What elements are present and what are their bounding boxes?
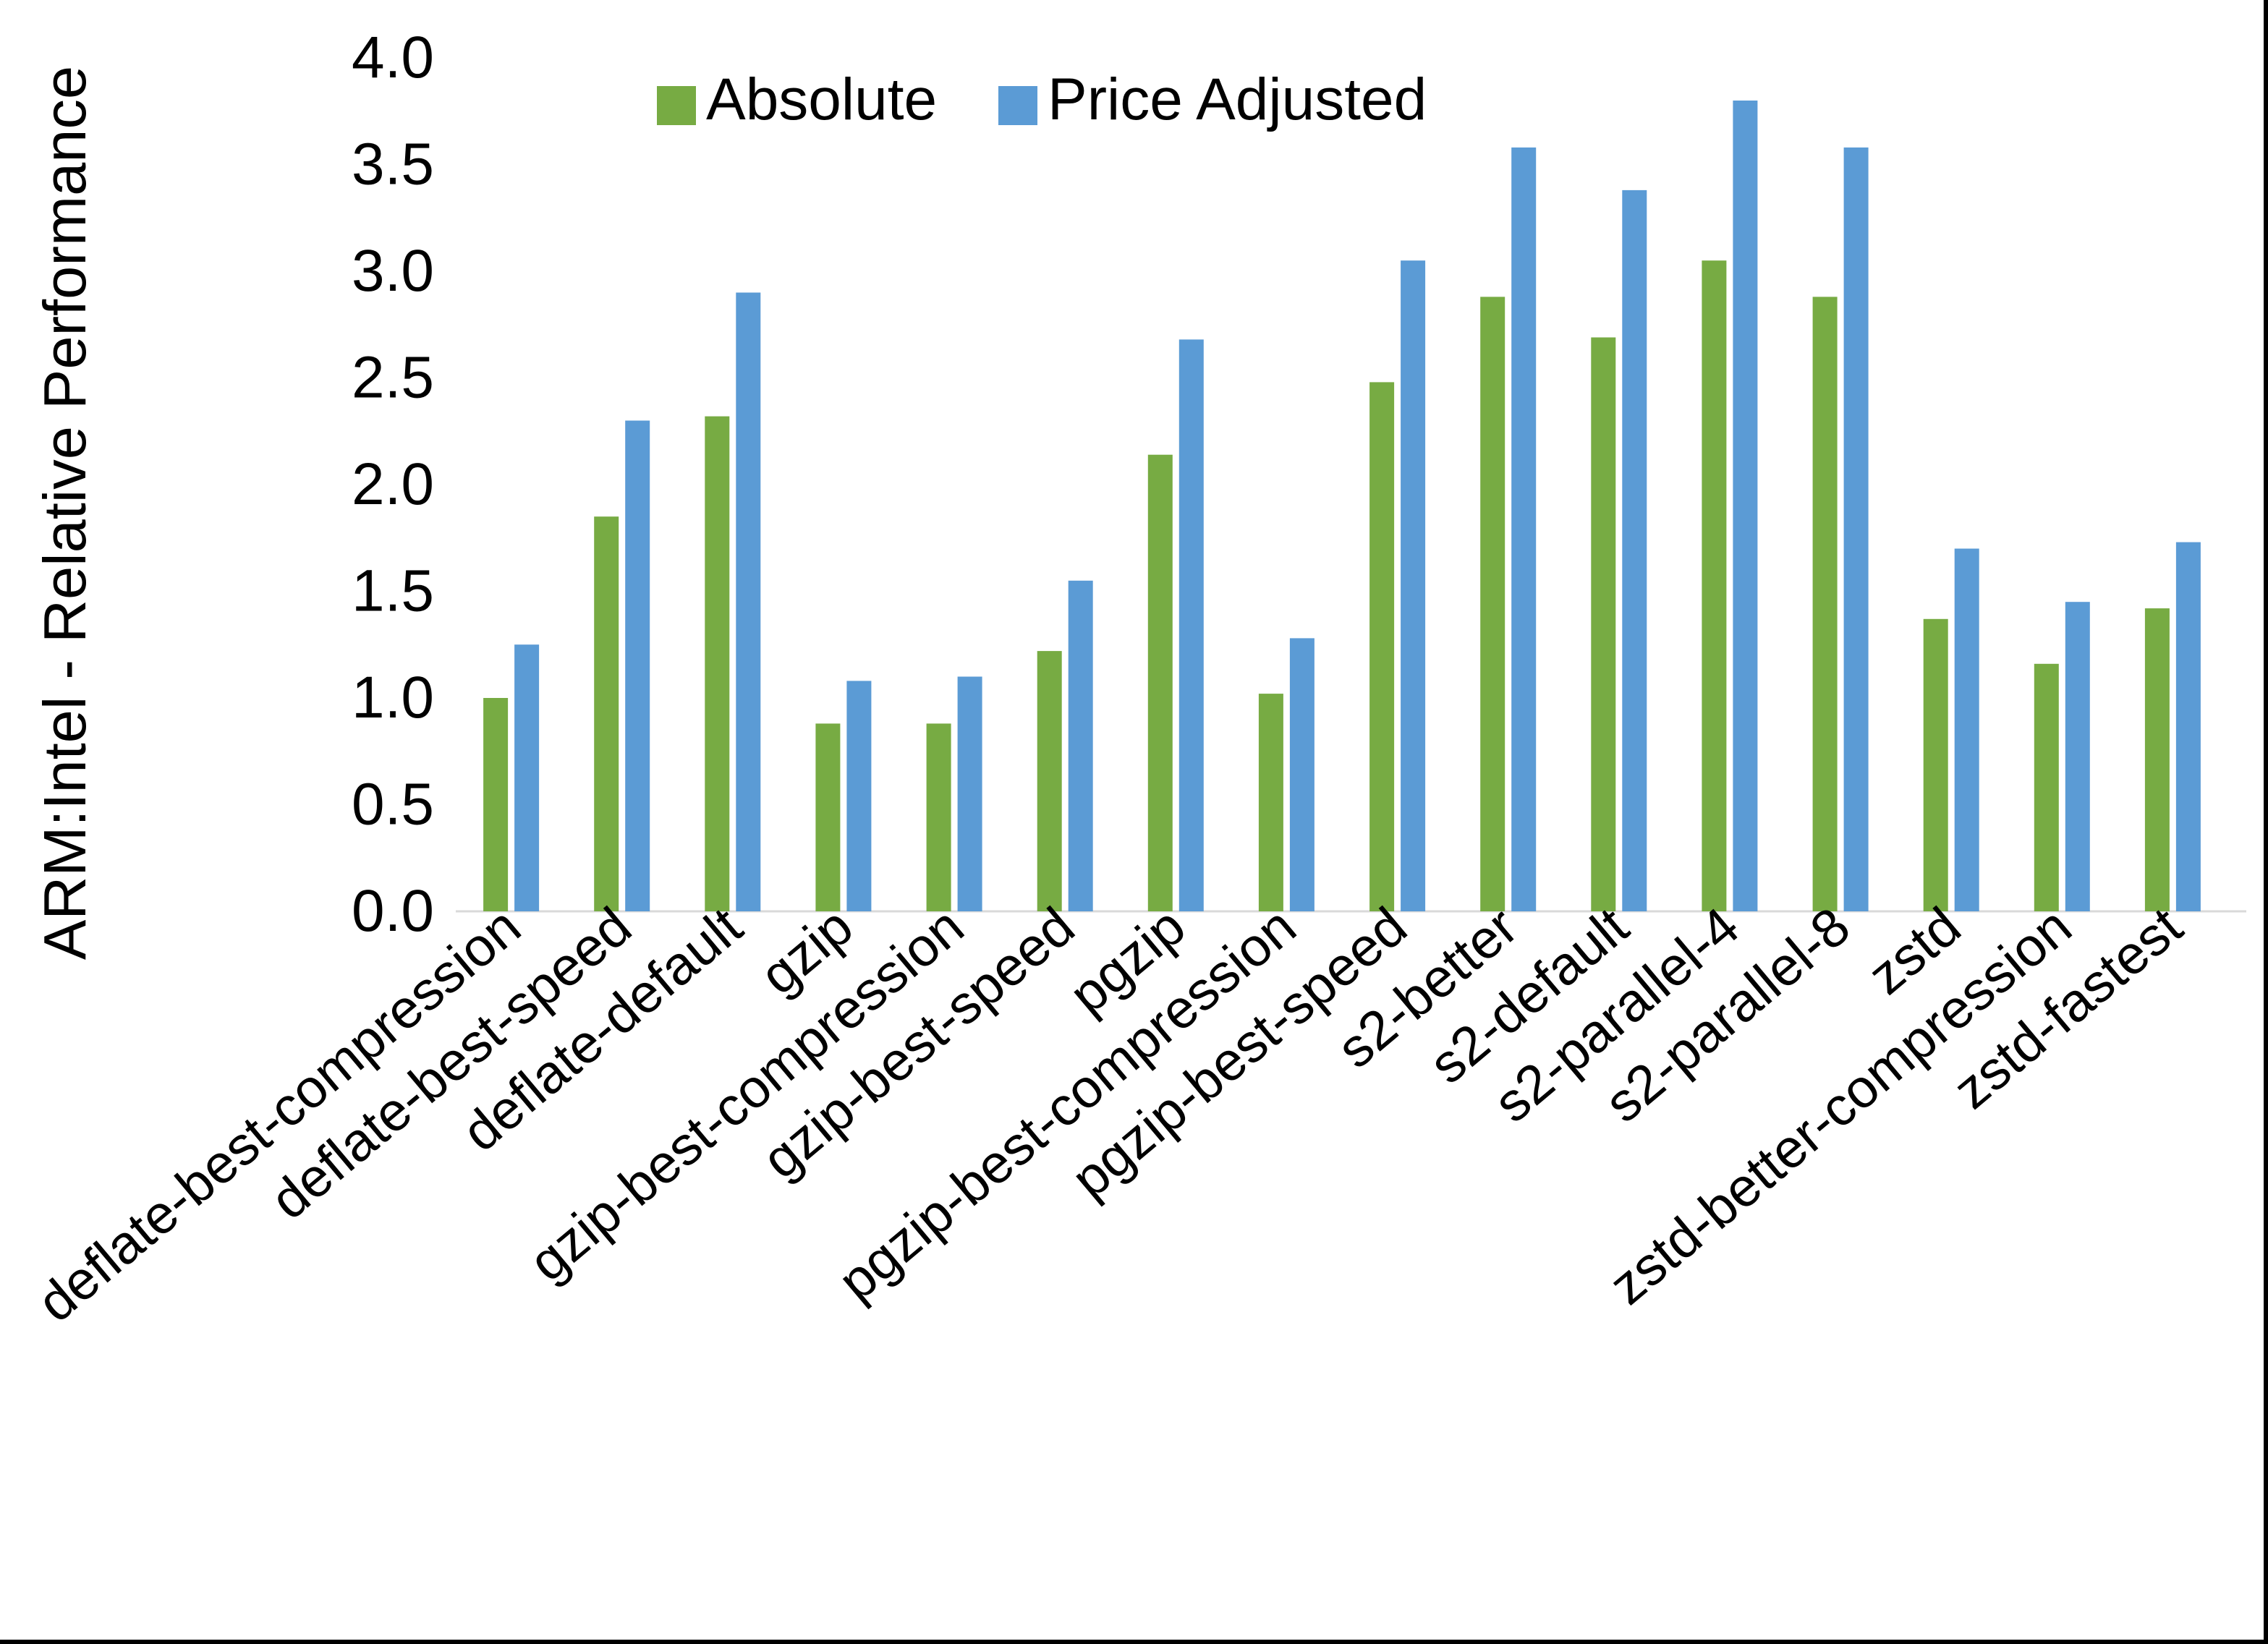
svg-text:3.0: 3.0 [352,238,434,304]
svg-text:4.0: 4.0 [352,25,434,90]
svg-text:1.0: 1.0 [352,665,434,731]
svg-text:Price Adjusted: Price Adjusted [1048,67,1427,132]
svg-text:3.5: 3.5 [352,132,434,197]
svg-text:2.0: 2.0 [352,451,434,517]
svg-text:0.0: 0.0 [352,878,434,944]
svg-text:1.5: 1.5 [352,558,434,624]
svg-text:0.5: 0.5 [352,772,434,838]
svg-text:ARM:Intel - Relative Performan: ARM:Intel - Relative Performance [31,66,98,960]
svg-text:Absolute: Absolute [706,67,937,132]
svg-text:2.5: 2.5 [352,345,434,411]
